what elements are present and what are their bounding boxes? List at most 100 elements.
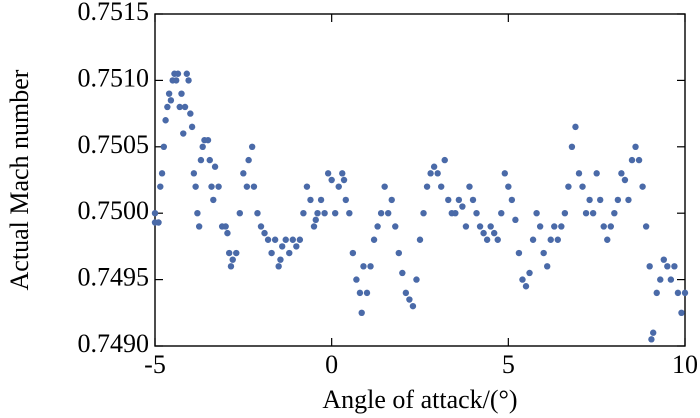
point	[197, 156, 205, 164]
point	[586, 196, 593, 204]
x-tick-label: 10	[672, 350, 698, 379]
point	[356, 289, 364, 297]
point	[381, 183, 388, 190]
point	[215, 183, 222, 190]
point	[300, 210, 307, 217]
point	[483, 236, 491, 243]
y-tick-label: 0.7495	[78, 263, 150, 292]
point	[646, 263, 653, 270]
point	[650, 329, 657, 336]
point	[540, 249, 547, 257]
point	[462, 223, 470, 230]
point	[674, 289, 682, 297]
point	[176, 103, 183, 111]
point	[312, 216, 319, 224]
point	[268, 249, 275, 257]
point	[250, 183, 258, 190]
point	[508, 196, 516, 204]
point	[180, 130, 187, 137]
point	[512, 216, 519, 224]
point	[657, 276, 664, 283]
point	[155, 219, 162, 226]
point	[498, 210, 505, 217]
point	[452, 210, 459, 217]
point	[342, 196, 349, 204]
point	[385, 210, 392, 217]
point	[210, 196, 217, 204]
point	[480, 229, 487, 237]
point	[494, 236, 501, 243]
point	[600, 223, 607, 230]
point	[491, 229, 498, 237]
point	[515, 249, 523, 257]
point	[413, 276, 420, 283]
point	[211, 163, 219, 170]
point	[165, 90, 173, 97]
point	[427, 170, 434, 177]
point	[575, 170, 583, 177]
point	[173, 77, 180, 84]
point	[160, 143, 168, 150]
point	[264, 236, 272, 243]
point	[226, 249, 233, 257]
point	[321, 210, 328, 217]
point	[157, 183, 164, 190]
point	[664, 263, 671, 270]
point	[589, 210, 597, 217]
point	[367, 263, 374, 270]
point	[409, 302, 417, 310]
point	[374, 223, 381, 230]
point	[607, 223, 614, 230]
point	[423, 183, 431, 190]
point	[236, 210, 243, 217]
point	[547, 236, 554, 243]
x-tick-label: 5	[502, 350, 515, 379]
point	[257, 223, 265, 230]
point	[459, 203, 466, 210]
point	[473, 210, 480, 217]
point	[164, 103, 171, 111]
point	[187, 110, 194, 117]
point	[271, 236, 279, 243]
point	[208, 183, 215, 190]
point	[296, 236, 304, 243]
point	[667, 276, 675, 283]
point	[572, 123, 579, 131]
point	[660, 256, 667, 263]
point	[604, 236, 611, 243]
point	[275, 263, 282, 270]
y-tick-label: 0.7510	[78, 63, 150, 92]
point	[199, 143, 206, 150]
point	[282, 236, 289, 243]
point	[618, 170, 625, 177]
point	[445, 196, 452, 204]
point	[597, 196, 604, 204]
point	[671, 263, 678, 270]
point	[632, 143, 639, 150]
point	[565, 183, 572, 190]
point	[466, 183, 473, 190]
point	[183, 70, 190, 77]
point	[353, 276, 360, 283]
point	[261, 229, 268, 237]
point	[519, 276, 526, 283]
point	[593, 170, 600, 177]
point	[430, 163, 438, 170]
point	[358, 309, 365, 316]
point	[551, 223, 558, 230]
point	[317, 196, 325, 204]
point	[233, 249, 240, 257]
x-axis-label: Angle of attack/(°)	[322, 385, 517, 414]
point	[204, 136, 212, 144]
point	[245, 156, 252, 164]
point	[185, 77, 192, 84]
point	[328, 176, 335, 184]
point	[621, 176, 629, 184]
y-axis-label: Actual Mach number	[5, 69, 34, 290]
point	[314, 210, 321, 217]
point	[178, 90, 185, 97]
point	[441, 156, 448, 164]
plot-frame	[154, 13, 686, 347]
point	[293, 243, 300, 250]
